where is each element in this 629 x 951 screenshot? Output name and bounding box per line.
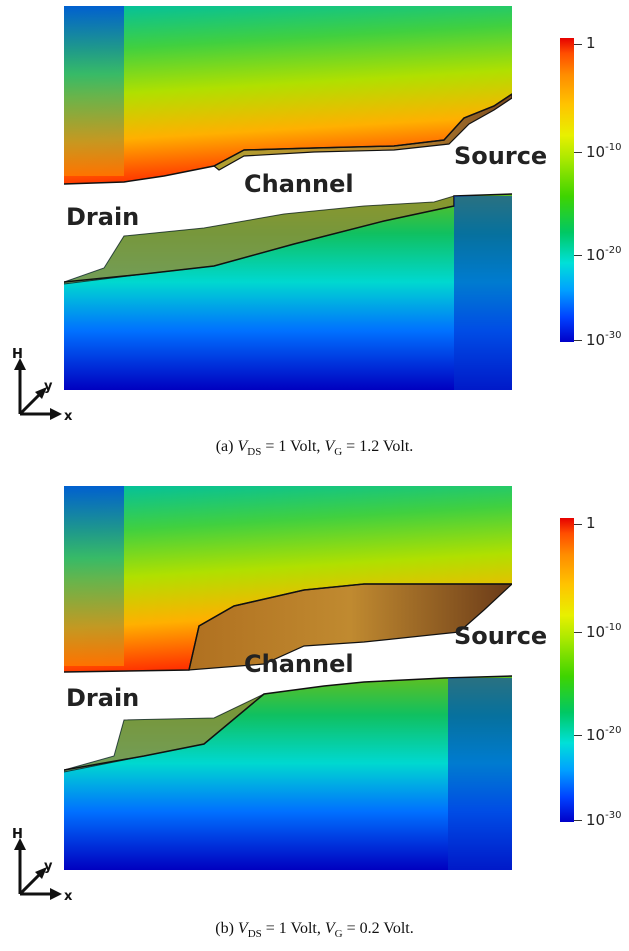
axis-y-label: y [44,379,53,394]
caption-b: (b) VDS = 1 Volt, VG = 0.2 Volt. [215,920,414,941]
axis-x-label: x [64,889,73,904]
simulation-plot-b [64,486,512,870]
drain-label: Drain [66,203,140,231]
colorbar-tick-label: 10-20 [586,245,622,264]
colorbar-tick [574,152,582,153]
upper-left-strip-b [64,486,124,666]
axes-triad-icon: H y x [12,828,73,904]
colorbar-tick-label: 10-10 [586,622,622,641]
lower-channel-outline-b [64,675,512,771]
colorbar-tick [574,340,582,341]
colorbar-tick [574,255,582,256]
axis-x-label: x [64,409,73,424]
axis-y-label: y [44,859,53,874]
caption-a: (a) VDS = 1 Volt, VG = 1.2 Volt. [215,438,414,459]
drain-label: Drain [66,684,140,712]
colorbar-tick [574,632,582,633]
figure-panel-a: Drain Channel Source 1 10-10 10-20 10-30… [0,0,629,470]
channel-label: Channel [244,650,354,678]
simulation-plot-a [64,6,512,390]
upper-left-strip-a [64,6,124,176]
colorbar-tick-label: 1 [586,514,596,532]
axis-h-label: H [12,828,23,842]
colorbar-tick-label: 10-30 [586,330,622,349]
colorbar-tick [574,524,582,525]
axis-h-label: H [12,348,23,362]
colorbar-tick [574,820,582,821]
colorbar-tick [574,735,582,736]
source-label: Source [454,622,548,650]
upper-region-a [64,6,512,184]
colorbar-a [560,38,574,342]
colorbar-tick-label: 10-10 [586,142,622,161]
lower-right-strip-b [448,678,512,870]
colorbar-tick [574,44,582,45]
upper-channel-outline-a [64,93,512,185]
lower-right-strip-a [454,196,512,390]
figure-panel-b: Drain Channel Source 1 10-10 10-20 10-30… [0,480,629,951]
colorbar-tick-label: 1 [586,34,596,52]
colorbar-tick-label: 10-20 [586,725,622,744]
axes-triad-icon: H y x [12,348,73,424]
upper-channel-outline-b [64,583,512,673]
colorbar-b [560,518,574,822]
channel-label: Channel [244,170,354,198]
source-label: Source [454,142,548,170]
colorbar-tick-label: 10-30 [586,810,622,829]
